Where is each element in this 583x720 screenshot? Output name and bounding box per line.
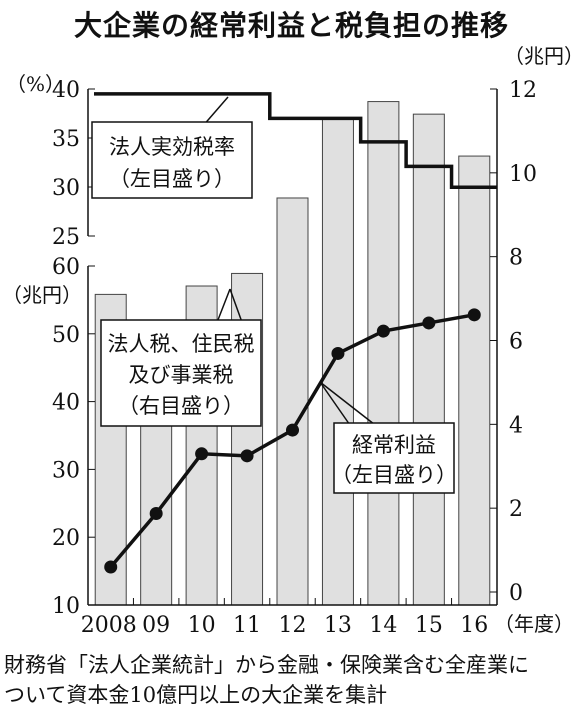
left-bottom-tick-label: 30: [52, 458, 80, 483]
tax-rate-callout-box: [91, 121, 253, 199]
x-tick-label-13: 13: [324, 613, 352, 638]
x-tick-label-16: 16: [460, 613, 488, 638]
profit-point-14: [376, 324, 390, 338]
x-tick-label-09: 09: [142, 613, 170, 638]
tax-rate-callout-label: 法人実効税率: [109, 135, 235, 159]
profit-point-16: [467, 308, 481, 322]
x-tick-label-10: 10: [188, 613, 216, 638]
profit-point-13: [331, 346, 345, 360]
left-bottom-tick-label: 10: [52, 594, 80, 619]
profit-leader-1: [319, 381, 353, 429]
profit-layer: [104, 308, 481, 574]
left-bottom-tick-label: 60: [52, 255, 80, 280]
tax-bar-16: [458, 155, 491, 606]
tax-bar-12: [276, 197, 309, 606]
tax-rate-callout-sub: （左目盛り）: [109, 167, 235, 191]
profit-point-11: [240, 449, 254, 463]
profit-point-15: [422, 316, 436, 330]
x-tick-label-14: 14: [369, 613, 397, 638]
tax-rate-layer: [94, 92, 497, 190]
left-bottom-tick-label: 40: [52, 391, 80, 416]
footnote: 財務省「法人企業統計」から金融・保険業含む全産業に ついて資本金10億円以上の大…: [4, 650, 579, 710]
left-top-tick-label: 40: [52, 78, 80, 103]
right-unit-label: （兆円）: [504, 44, 583, 68]
profit-point-2008: [104, 560, 118, 574]
x-unit-label: （年度）: [494, 612, 574, 636]
right-tick-label: 6: [509, 330, 523, 355]
profit-point-10: [195, 447, 209, 461]
right-tick-label: 4: [509, 413, 523, 438]
tax-paid-callout-box: [100, 319, 262, 427]
left-bottom-tick-label: 20: [52, 526, 80, 551]
left-bottom-unit-label: （兆円）: [2, 283, 82, 307]
tax-rate-step-line: [94, 92, 497, 190]
profit-callout-label: 経常利益: [352, 433, 436, 457]
x-tick-label-11: 11: [233, 613, 261, 638]
footnote-line-1: 財務省「法人企業統計」から金融・保険業含む全産業に: [4, 653, 529, 677]
tax-paid-callout-sub: （右目盛り）: [118, 394, 244, 418]
right-tick-label: 8: [509, 246, 523, 271]
profit-leader-2: [319, 381, 380, 429]
tax-paid-leader-1: [215, 288, 231, 326]
x-tick-label-15: 15: [415, 613, 443, 638]
right-tick-label: 0: [509, 581, 523, 606]
right-tick-label: 2: [509, 497, 523, 522]
left-top-tick-label: 30: [52, 176, 80, 201]
tax-paid-leader-2: [229, 288, 244, 326]
footnote-line-2: ついて資本金10億円以上の大企業を集計: [4, 683, 388, 707]
profit-callout-box: [333, 422, 455, 494]
x-tick-label-12: 12: [279, 613, 307, 638]
right-tick-label: 10: [509, 162, 537, 187]
left-top-unit-label: （%）: [6, 72, 65, 96]
tax-bar-15: [412, 113, 445, 606]
profit-point-12: [286, 423, 299, 437]
x-tick-label-2008: 2008: [81, 613, 137, 638]
right-tick-label: 12: [509, 78, 537, 103]
profit-callout-sub: （左目盛り）: [331, 463, 457, 487]
chart-title: 大企業の経常利益と税負担の推移: [73, 9, 509, 42]
ticks-layer: 25 30 35 40 10 20 30 40 50 60 0 2 4 6 8 10 12 2008 09 10 11 1…: [52, 78, 537, 638]
left-top-tick-label: 25: [52, 225, 80, 250]
left-bottom-tick-label: 50: [52, 323, 80, 348]
tax-bar-13: [321, 117, 354, 606]
tax-paid-callout-label-1: 法人税、住民税: [108, 332, 255, 356]
tax-bar-14: [367, 101, 400, 606]
axes-layer: [87, 89, 498, 606]
tax-paid-callout-label-2: 及び事業税: [129, 363, 234, 387]
profit-point-09: [149, 506, 163, 520]
units-layer: （%） （兆円） （兆円） （年度）: [2, 44, 583, 636]
left-top-tick-label: 35: [52, 127, 80, 152]
